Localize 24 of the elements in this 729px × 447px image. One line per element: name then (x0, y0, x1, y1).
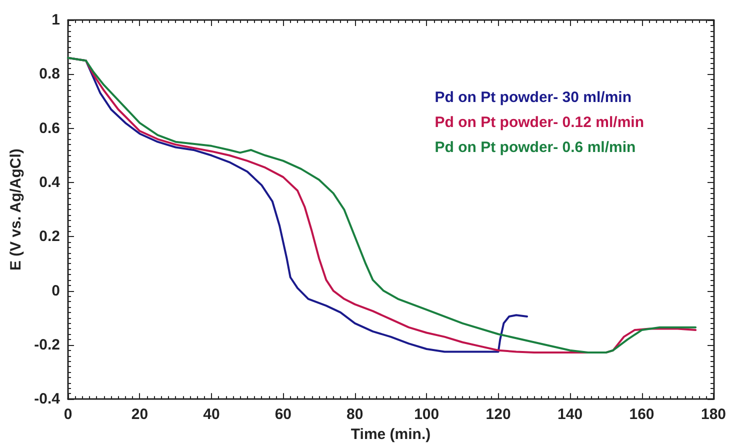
line-series (67, 56, 697, 354)
y-tick-label: 0 (52, 282, 60, 300)
text: Pd on Pt powder- 0.12 ml/min (434, 114, 644, 131)
x-tick-label: 180 (700, 406, 726, 424)
y-tick-label: 0.6 (39, 120, 60, 137)
x-axis-title: Time (min.) (350, 426, 431, 443)
x-tick-label: 160 (629, 406, 654, 424)
x-tick-label: 100 (414, 406, 440, 424)
y-tick-label: 0.2 (39, 228, 60, 246)
y-tick-label: -0.2 (34, 336, 60, 354)
x-tick-label: 20 (131, 406, 148, 424)
y-tick-label: -0.4 (34, 390, 61, 408)
x-tick-label: 140 (558, 406, 583, 424)
x-tick-label: 60 (274, 406, 292, 424)
x-tick-label: 120 (486, 406, 511, 424)
x-tick-label: 40 (203, 406, 220, 424)
text: Pd on Pt powder- 30 ml/min (434, 89, 632, 106)
x-tick-label: 0 (64, 406, 72, 424)
x-tick-label: 80 (346, 406, 364, 424)
y-axis-title: E (V vs. Ag/AgCl) (7, 148, 24, 271)
y-tick-label: 0.8 (39, 66, 60, 83)
text: Pd on Pt powder- 0.6 ml/min (434, 139, 636, 156)
y-tick-label: 1 (52, 12, 60, 28)
y-tick-label: 0.4 (39, 174, 61, 191)
